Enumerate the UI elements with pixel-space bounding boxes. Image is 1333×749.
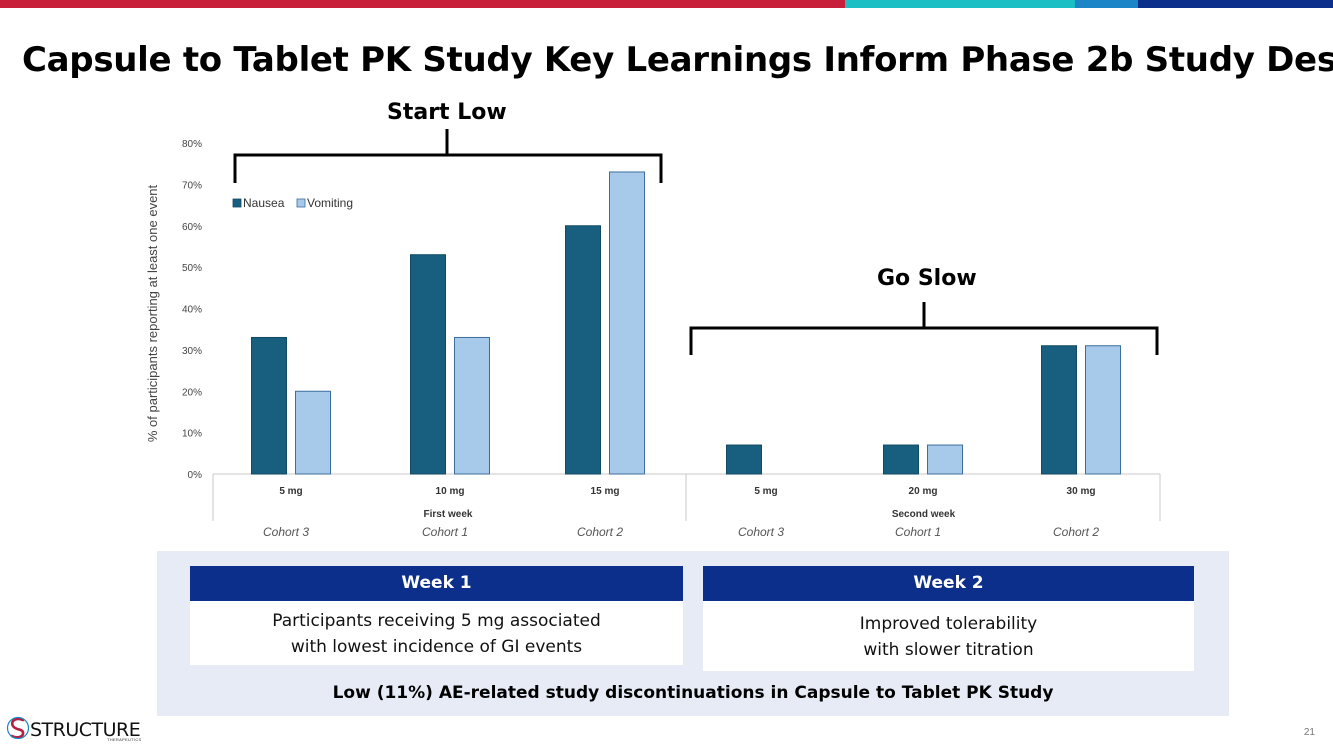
group-label: First week <box>424 509 473 520</box>
bar-vomiting-4 <box>927 444 963 475</box>
week2-line2: with slower titration <box>863 640 1034 660</box>
cohort-label: Cohort 3 <box>263 525 309 539</box>
cohort-label: Cohort 1 <box>895 525 941 539</box>
bar-nausea-0 <box>251 336 287 475</box>
y-axis-title: % of participants reporting at least one… <box>145 184 160 442</box>
logo-mark-icon <box>6 716 30 740</box>
start-low-label: Start Low <box>387 100 507 125</box>
bar-nausea-1 <box>410 254 446 475</box>
go-slow-bracket <box>689 302 1159 355</box>
go-slow-label: Go Slow <box>877 266 977 291</box>
company-logo: STRUCTURE THERAPEUTICS <box>6 716 142 742</box>
bar-nausea-4 <box>883 444 919 475</box>
top-accent-bar <box>0 0 1333 8</box>
x-category-label: 15 mg <box>591 486 620 497</box>
bar-vomiting-0 <box>295 390 331 475</box>
y-tick-label: 40% <box>182 305 202 316</box>
legend-swatch-vomiting <box>296 198 306 208</box>
cohort-label: Cohort 1 <box>422 525 468 539</box>
x-category-label: 20 mg <box>909 486 938 497</box>
week2-text: Improved tolerability with slower titrat… <box>703 601 1194 663</box>
accent-red <box>0 0 845 8</box>
week1-box: Week 1 Participants receiving 5 mg assoc… <box>190 566 683 665</box>
y-tick-label: 50% <box>182 263 202 274</box>
cohort-label: Cohort 3 <box>738 525 784 539</box>
week2-box: Week 2 Improved tolerability with slower… <box>703 566 1194 671</box>
bar-vomiting-2 <box>609 171 645 475</box>
slide-title: Capsule to Tablet PK Study Key Learnings… <box>22 40 1333 80</box>
week1-heading: Week 1 <box>190 566 683 601</box>
x-category-label: 10 mg <box>436 486 465 497</box>
y-tick-label: 70% <box>182 180 202 191</box>
y-tick-label: 80% <box>182 139 202 150</box>
cohort-label: Cohort 2 <box>1053 525 1099 539</box>
week1-text: Participants receiving 5 mg associated w… <box>190 601 683 660</box>
bar-vomiting-5 <box>1085 345 1121 475</box>
bar-nausea-2 <box>565 225 601 475</box>
y-tick-label: 0% <box>188 470 203 481</box>
bar-nausea-3 <box>726 444 762 475</box>
group-label: Second week <box>892 509 956 520</box>
x-category-label: 5 mg <box>754 486 777 497</box>
cohort-label: Cohort 2 <box>577 525 623 539</box>
discontinuation-summary: Low (11%) AE-related study discontinuati… <box>332 683 1054 703</box>
page-number: 21 <box>1303 727 1315 738</box>
legend-label-nausea: Nausea <box>243 196 285 210</box>
x-category-label: 5 mg <box>279 486 302 497</box>
accent-teal <box>845 0 1075 8</box>
legend-label-vomiting: Vomiting <box>307 196 353 210</box>
y-tick-label: 10% <box>182 429 202 440</box>
x-category-label: 30 mg <box>1067 486 1096 497</box>
week1-line2: with lowest incidence of GI events <box>290 637 583 657</box>
y-tick-label: 20% <box>182 387 202 398</box>
accent-blue <box>1075 0 1138 8</box>
week1-line1: Participants receiving 5 mg associated <box>272 611 601 631</box>
legend-swatch-nausea <box>232 198 242 208</box>
bar-vomiting-1 <box>454 336 490 475</box>
y-tick-label: 60% <box>182 222 202 233</box>
logo-wordmark: STRUCTURE <box>30 719 141 741</box>
accent-navy <box>1138 0 1333 8</box>
bar-nausea-5 <box>1041 345 1077 475</box>
logo-subtext: THERAPEUTICS <box>107 737 142 742</box>
start-low-bracket <box>233 129 663 183</box>
week2-line1: Improved tolerability <box>859 614 1038 634</box>
y-tick-label: 30% <box>182 346 202 357</box>
week2-heading: Week 2 <box>703 566 1194 601</box>
